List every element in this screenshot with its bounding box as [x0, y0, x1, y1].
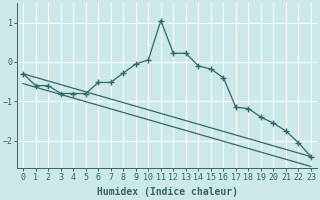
X-axis label: Humidex (Indice chaleur): Humidex (Indice chaleur)	[97, 187, 237, 197]
